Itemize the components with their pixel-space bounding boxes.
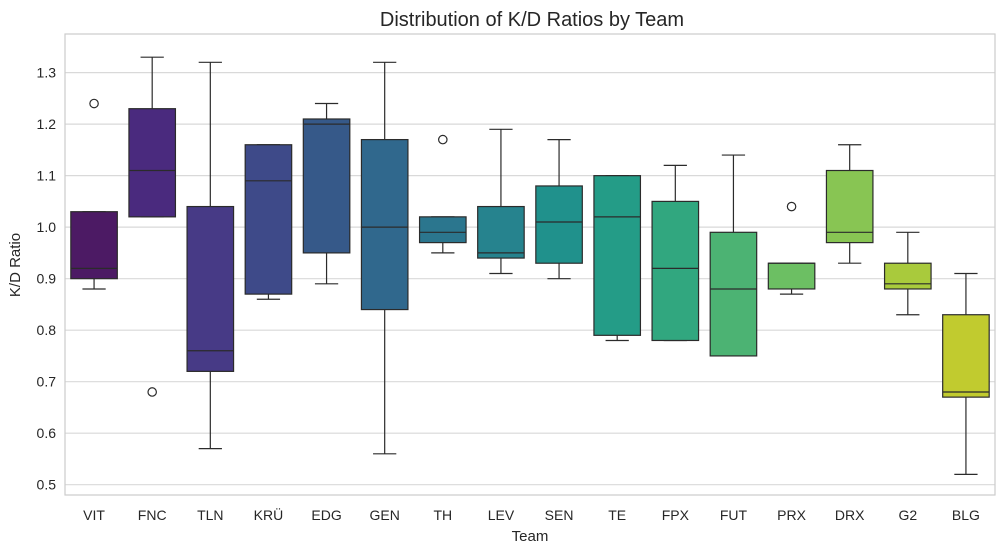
x-tick-label: FNC xyxy=(138,507,167,523)
y-tick-label: 0.8 xyxy=(37,322,57,338)
box-lev xyxy=(477,128,525,275)
outlier-point xyxy=(147,387,157,397)
iqr-box xyxy=(302,118,351,254)
iqr-box xyxy=(186,205,235,372)
x-axis-label: Team xyxy=(512,528,549,545)
y-axis-ticks: 0.5 0.6 0.7 0.8 0.9 1.0 1.1 1.2 1.3 xyxy=(37,65,57,493)
box-g2 xyxy=(883,231,932,316)
y-tick-label: 0.6 xyxy=(37,425,57,441)
iqr-box xyxy=(244,144,293,295)
x-tick-label: DRX xyxy=(835,507,865,523)
box-prx xyxy=(767,201,816,295)
x-tick-label: GEN xyxy=(370,507,400,523)
x-tick-label: TH xyxy=(433,507,452,523)
chart-title: Distribution of K/D Ratios by Team xyxy=(380,9,684,31)
x-tick-label: LEV xyxy=(488,507,515,523)
box-fnc xyxy=(128,56,177,397)
iqr-box xyxy=(418,216,467,244)
x-tick-label: TE xyxy=(608,507,626,523)
box-tln xyxy=(186,61,235,450)
x-axis-ticks: VIT FNC TLN KRÜ EDG GEN TH LEV SEN TE FPX FUT PRX DRX… xyxy=(83,506,980,523)
iqr-box xyxy=(651,200,700,342)
x-tick-label: FPX xyxy=(662,507,690,523)
iqr-box xyxy=(360,138,409,311)
y-tick-label: 1.2 xyxy=(37,116,57,132)
y-tick-label: 0.9 xyxy=(37,271,57,287)
y-tick-label: 1.0 xyxy=(37,219,57,235)
x-tick-label: BLG xyxy=(952,507,980,523)
box-th xyxy=(418,134,467,254)
box-drx xyxy=(825,144,874,264)
box-blg xyxy=(942,272,990,475)
box-vit xyxy=(70,98,118,290)
iqr-box xyxy=(883,262,932,290)
box-te xyxy=(593,175,642,342)
iqr-box xyxy=(70,211,118,280)
box-fut xyxy=(709,154,758,357)
iqr-box xyxy=(942,314,990,398)
outlier-point xyxy=(786,201,797,212)
x-tick-label: VIT xyxy=(83,507,105,523)
x-tick-label: EDG xyxy=(311,507,341,523)
box-sen xyxy=(535,138,583,280)
box-edg xyxy=(302,102,351,285)
box-fpx xyxy=(651,164,700,342)
x-tick-label: SEN xyxy=(545,507,574,523)
x-tick-label: KRÜ xyxy=(254,506,284,523)
outlier-point xyxy=(89,98,99,109)
box-krü xyxy=(244,144,293,300)
iqr-box xyxy=(825,169,874,244)
y-tick-label: 1.1 xyxy=(37,168,57,184)
iqr-box xyxy=(709,231,758,357)
plot-frame xyxy=(64,33,996,496)
y-axis-label: K/D Ratio xyxy=(7,233,24,297)
iqr-box xyxy=(128,108,177,218)
outlier-point xyxy=(438,134,448,145)
y-tick-label: 0.5 xyxy=(37,477,57,493)
y-tick-label: 0.7 xyxy=(37,374,57,390)
iqr-box xyxy=(767,262,816,290)
x-tick-label: TLN xyxy=(197,507,223,523)
y-tick-label: 1.3 xyxy=(37,65,57,81)
box-series xyxy=(70,56,990,475)
x-tick-label: FUT xyxy=(720,507,748,523)
iqr-box xyxy=(535,185,583,264)
iqr-box xyxy=(593,175,642,336)
box-gen xyxy=(360,61,409,455)
iqr-box xyxy=(477,205,525,259)
x-tick-label: G2 xyxy=(898,507,917,523)
x-tick-label: PRX xyxy=(777,507,806,523)
